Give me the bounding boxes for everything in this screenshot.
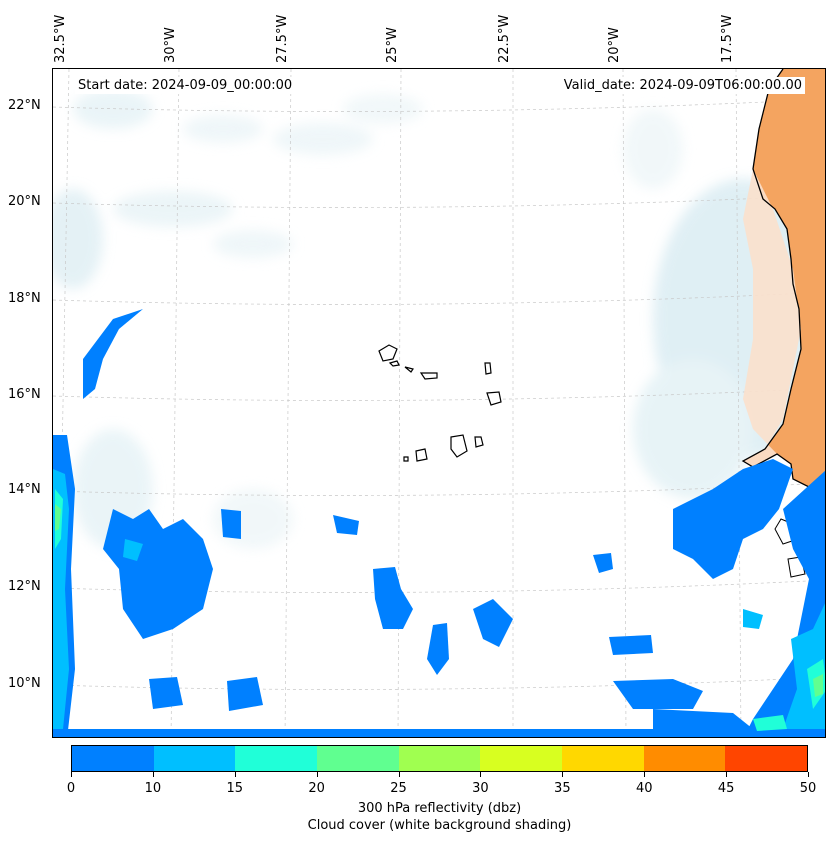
colorbar-segment (153, 746, 236, 771)
colorbar-segment (643, 746, 726, 771)
cape-verde-islands (378, 344, 502, 462)
lat-label: 18°N (8, 291, 41, 306)
colorbar-tick-mark (726, 772, 728, 777)
colorbar-tick-mark (562, 772, 564, 777)
colorbar-tick-label: 25 (390, 781, 407, 796)
lon-label: 17.5°W (720, 14, 735, 63)
colorbar-tick-label: 45 (717, 781, 735, 796)
lat-label: 10°N (8, 676, 41, 691)
colorbar-tick-mark (644, 772, 646, 777)
colorbar-segment (72, 746, 154, 771)
colorbar-tick-label: 35 (554, 781, 571, 796)
colorbar-tick-mark (71, 772, 72, 777)
land-africa (741, 69, 825, 578)
colorbar-segment (562, 746, 644, 771)
lon-label: 32.5°W (53, 14, 68, 63)
colorbar-tick-mark (808, 772, 809, 777)
lon-label: 25°W (385, 27, 400, 63)
longitude-axis: 32.5°W 30°W 27.5°W 25°W 22.5°W 20°W 17.5… (0, 0, 837, 68)
colorbar-segment (480, 746, 563, 771)
lon-label: 30°W (163, 27, 178, 63)
reflectivity-25dbz (55, 504, 823, 697)
colorbar-tick-label: 20 (308, 781, 325, 796)
colorbar (71, 745, 808, 772)
map-canvas (53, 69, 825, 737)
colorbar-segment (317, 746, 399, 771)
lon-label: 20°W (607, 27, 622, 63)
lat-label: 14°N (8, 482, 41, 497)
colorbar-tick-label: 40 (635, 781, 653, 796)
colorbar-tick-label: 0 (66, 781, 76, 796)
lat-label: 12°N (8, 579, 41, 594)
lat-label: 20°N (8, 194, 41, 209)
colorbar-tick-label: 15 (226, 781, 244, 796)
lat-label: 16°N (8, 387, 41, 402)
colorbar-segment (725, 746, 808, 771)
colorbar-segment (235, 746, 318, 771)
lon-label: 22.5°W (497, 14, 512, 63)
map-panel: Start date: 2024-09-09_00:00:00 Valid_da… (52, 68, 826, 738)
colorbar-tick-label: 10 (144, 781, 162, 796)
valid-date-label: Valid_date: 2024-09-09T06:00:00.00 (560, 77, 805, 94)
cloud-cover-shading (53, 89, 825, 549)
colorbar-tick-mark (234, 772, 236, 777)
start-date-label: Start date: 2024-09-09_00:00:00 (75, 77, 296, 94)
colorbar-tick-mark (480, 772, 482, 777)
colorbar-sublabel: Cloud cover (white background shading) (307, 818, 572, 833)
lon-label: 27.5°W (275, 14, 290, 63)
lat-label: 22°N (8, 98, 41, 113)
colorbar-tick-label: 50 (799, 781, 817, 796)
colorbar-label: 300 hPa reflectivity (dbz) (357, 801, 522, 816)
colorbar-segment (398, 746, 481, 771)
colorbar-tick-mark (152, 772, 154, 777)
colorbar-tick-mark (398, 772, 400, 777)
colorbar-tick-label: 30 (472, 781, 489, 796)
colorbar-tick-mark (316, 772, 318, 777)
